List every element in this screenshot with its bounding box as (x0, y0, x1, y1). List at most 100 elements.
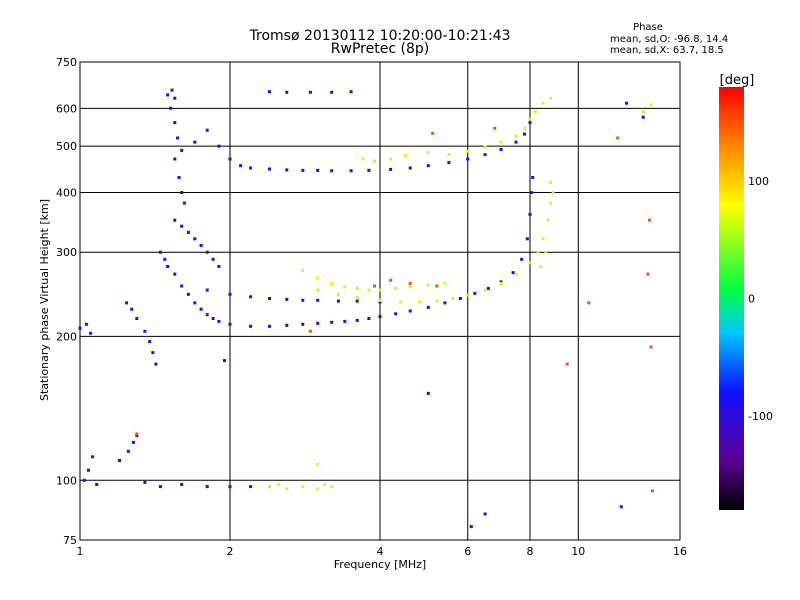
echo-point (549, 180, 553, 184)
echo-point (473, 291, 477, 295)
echo-point (249, 485, 253, 489)
echo-point (301, 168, 305, 172)
echo-point (373, 159, 376, 163)
echo-point (249, 166, 253, 170)
echo-point (170, 88, 174, 92)
echo-point (158, 485, 162, 489)
echo-point (211, 257, 215, 261)
echo-point (228, 322, 232, 326)
echo-point (649, 103, 653, 107)
echo-point (95, 483, 99, 486)
echo-point (486, 286, 490, 290)
echo-point (525, 237, 529, 241)
echo-point (177, 176, 181, 179)
echo-point (336, 292, 340, 296)
echo-point (541, 237, 545, 241)
echo-point (316, 298, 320, 302)
echo-point (180, 483, 184, 486)
echo-point (182, 201, 186, 205)
echo-point (199, 307, 203, 311)
echo-point (651, 489, 655, 493)
echo-point (514, 134, 518, 138)
echo-point (301, 268, 305, 272)
echo-point (330, 90, 334, 94)
echo-point (511, 271, 515, 275)
colorbar-tick-label: -100 (748, 410, 773, 423)
echo-point (349, 169, 353, 173)
echo-point (426, 151, 430, 154)
echo-point (367, 317, 371, 320)
colorbar-label: [deg] (720, 73, 755, 88)
echo-point (217, 144, 221, 148)
echo-point (378, 288, 382, 292)
echo-point (431, 131, 435, 135)
echo-point (523, 132, 526, 136)
y-tick-label: 300 (56, 246, 77, 259)
echo-point (435, 299, 439, 303)
echo-point (330, 169, 334, 173)
echo-point (131, 440, 135, 444)
echo-point (205, 288, 209, 292)
echo-point (78, 326, 82, 330)
echo-point (82, 478, 86, 482)
echo-point (301, 485, 305, 489)
echo-point (529, 191, 533, 194)
echo-point (193, 237, 197, 241)
chart-subtitle: RwPretec (8p) (331, 41, 429, 57)
echo-point (546, 218, 550, 222)
echo-point (316, 321, 320, 325)
x-tick-label: 1 (77, 545, 84, 558)
echo-point (316, 487, 320, 491)
echo-point (316, 288, 320, 292)
echo-point (186, 292, 190, 296)
echo-point (389, 278, 393, 282)
data-points (78, 88, 655, 529)
echo-point (355, 299, 359, 303)
y-tick-label: 400 (56, 186, 77, 199)
x-axis-label: Frequency [MHz] (334, 558, 426, 571)
echo-point (483, 153, 487, 157)
echo-point (276, 483, 280, 486)
echo-point (528, 212, 532, 216)
echo-point (148, 340, 152, 344)
x-tick-label: 6 (464, 545, 471, 558)
x-tick-label: 10 (571, 545, 585, 558)
echo-point (649, 345, 653, 349)
echo-point (186, 230, 190, 234)
echo-point (228, 485, 232, 489)
echo-point (228, 292, 232, 296)
echo-point (223, 359, 226, 363)
echo-point (408, 285, 412, 289)
echo-point (646, 272, 650, 276)
echo-point (469, 525, 473, 529)
echo-point (166, 93, 170, 97)
echo-point (301, 322, 305, 326)
echo-point (316, 462, 320, 466)
echo-point (483, 288, 487, 292)
echo-point (499, 282, 503, 285)
y-axis-label: Stationary phase Virtual Height [km] (38, 199, 51, 401)
x-axis-ticks: 1 2 4 6 8 10 16 (77, 545, 688, 558)
echo-point (87, 468, 90, 472)
colorbar-tick-label: 100 (748, 175, 769, 188)
echo-point (154, 362, 158, 366)
echo-point (408, 282, 412, 285)
echo-point (551, 191, 555, 194)
echo-point (466, 149, 470, 153)
echo-point (536, 250, 540, 254)
echo-point (169, 106, 173, 110)
colorbar-tick-label: 0 (748, 293, 755, 306)
echo-point (587, 301, 591, 305)
echo-point (418, 300, 421, 304)
echo-point (163, 257, 167, 261)
phase-stats-x: mean, sd,X: 63.7, 18.5 (610, 45, 724, 56)
echo-point (205, 313, 209, 317)
echo-point (426, 283, 430, 287)
echo-point (619, 505, 623, 509)
echo-point (316, 168, 320, 172)
echo-point (483, 145, 487, 149)
echo-point (151, 351, 155, 355)
echo-point (89, 331, 93, 335)
echo-point (565, 362, 569, 366)
echo-point (648, 218, 652, 222)
